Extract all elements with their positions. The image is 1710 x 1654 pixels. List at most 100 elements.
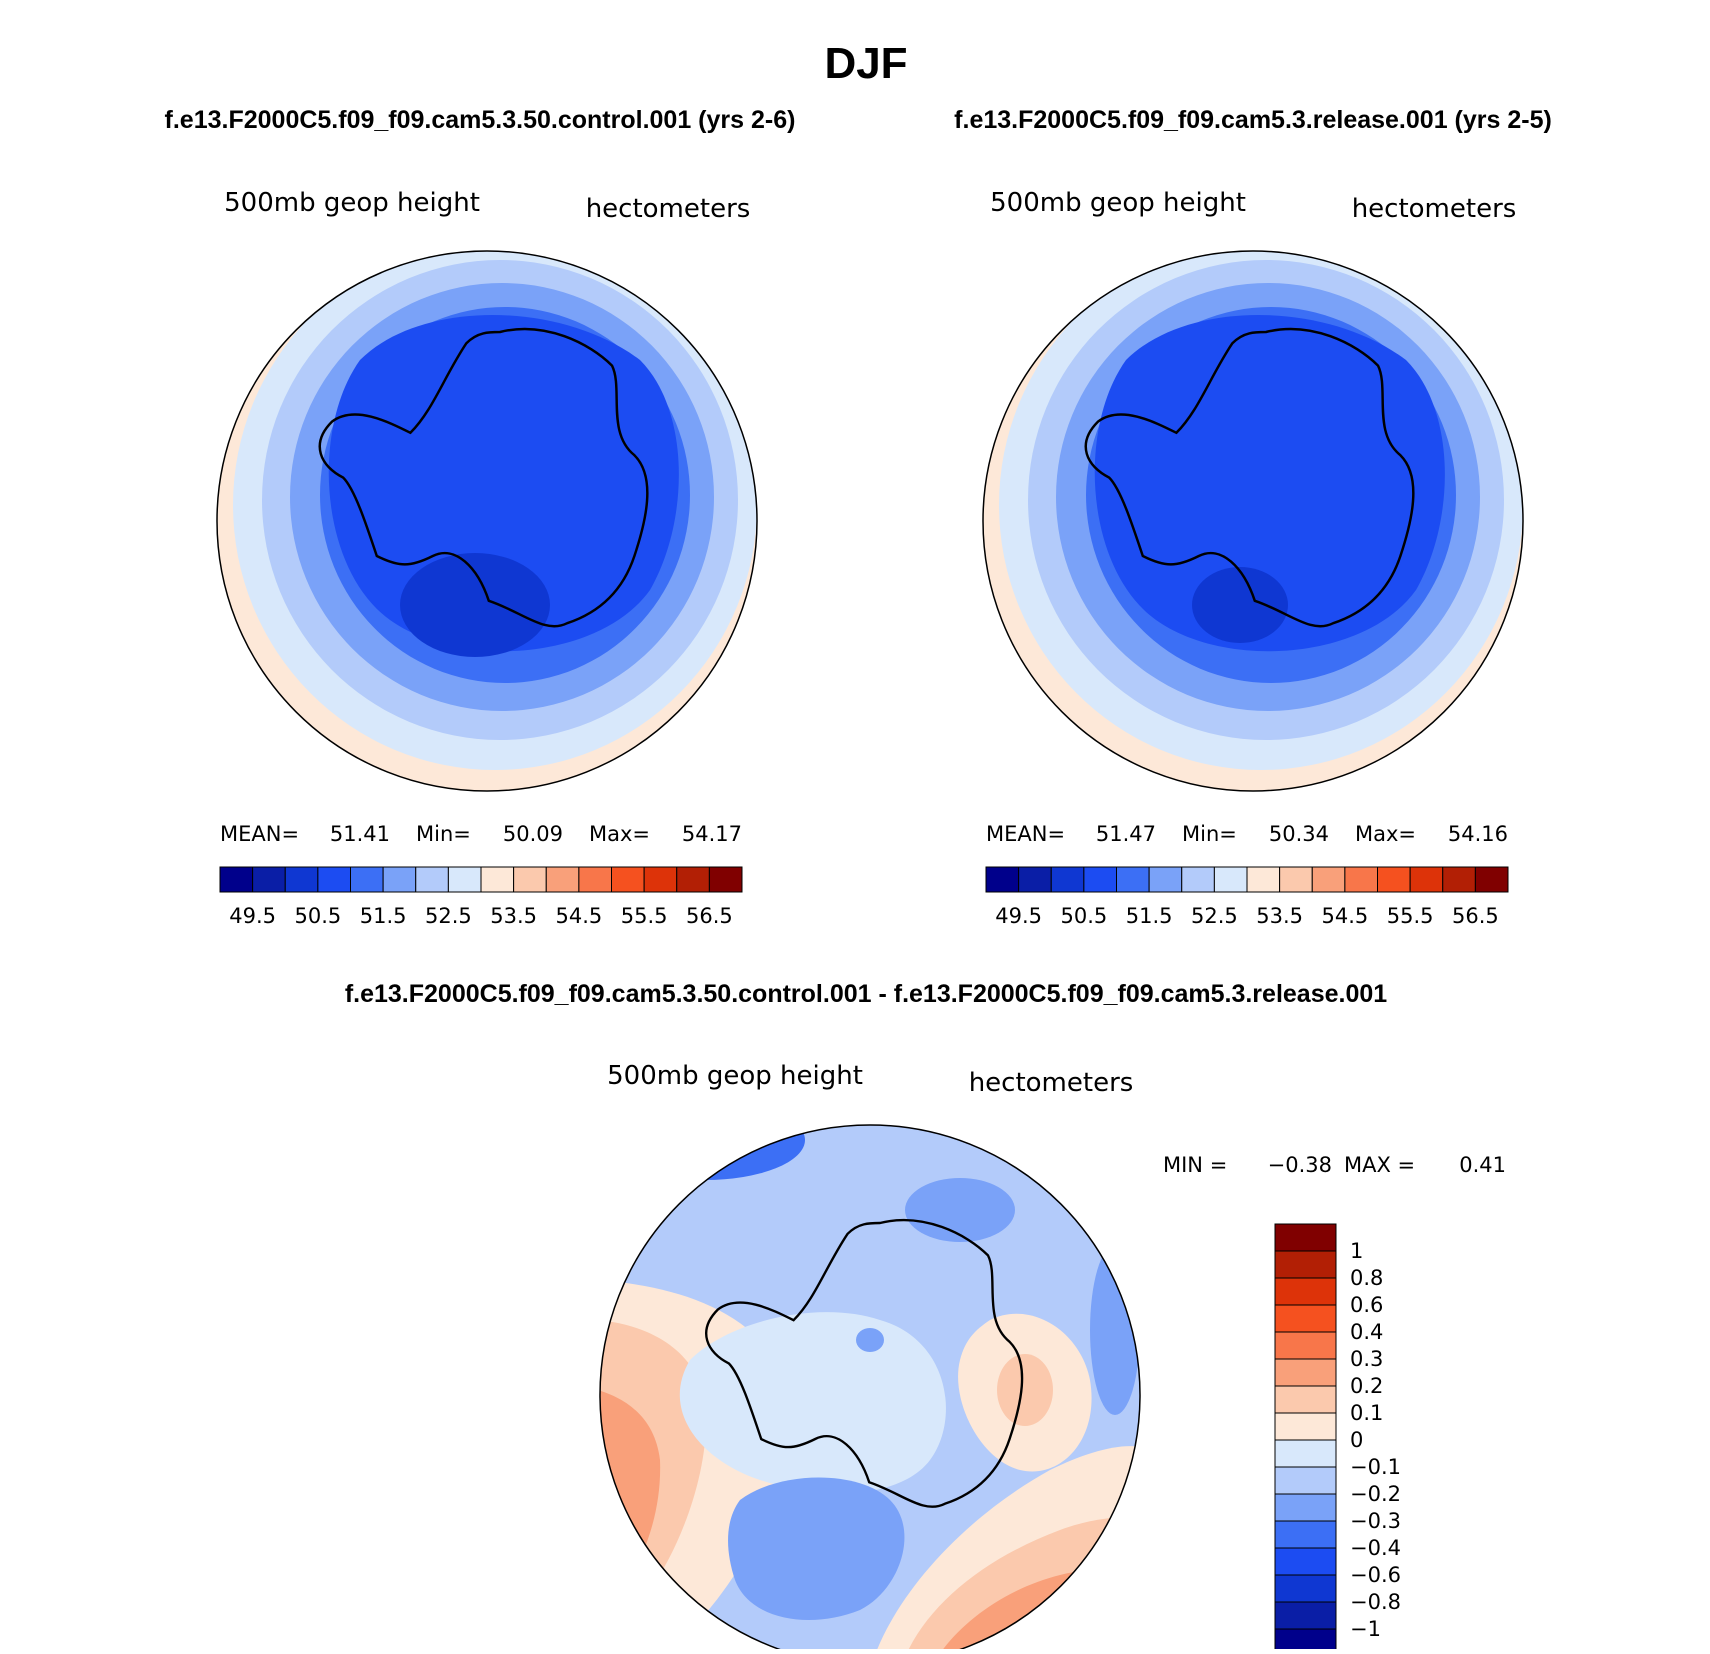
contour-band	[679, 1312, 946, 1494]
colorbar-swatch	[1050, 866, 1085, 893]
contour-band	[728, 1477, 905, 1620]
colorbar-swatch	[1274, 1574, 1337, 1603]
colorbar-swatch	[643, 866, 678, 893]
contour-band	[997, 1354, 1053, 1426]
colorbar-swatch	[676, 866, 710, 893]
colorbar-tick-label: 0.2	[1350, 1374, 1383, 1398]
colorbar-tick-label: 51.5	[360, 904, 407, 928]
colorbar-swatch	[317, 866, 351, 893]
panel-a-map	[216, 250, 758, 792]
colorbar-tick-label: 0.1	[1350, 1401, 1383, 1425]
mean-value: 51.41	[330, 822, 390, 846]
panel-a-right-label: hectometers	[586, 194, 751, 224]
colorbar-tick-label: 0	[1350, 1428, 1363, 1452]
colorbar-swatch	[1274, 1277, 1337, 1306]
contour-band	[856, 1328, 884, 1352]
colorbar-tick-label: 50.5	[1060, 904, 1107, 928]
colorbar-swatch	[611, 866, 645, 893]
panel-b-right-label: hectometers	[1352, 194, 1517, 224]
colorbar-tick-label: −0.4	[1350, 1536, 1401, 1560]
colorbar-swatch	[284, 866, 319, 893]
colorbar-swatch	[1274, 1628, 1337, 1654]
panel-header-difference: f.e13.F2000C5.f09_f09.cam5.3.50.control.…	[345, 980, 1387, 1008]
colorbar-swatch	[252, 866, 286, 893]
colorbar-swatch	[1274, 1331, 1337, 1360]
colorbar-swatch	[350, 866, 384, 893]
colorbar-swatch	[1377, 866, 1411, 893]
colorbar-tick-label: −0.1	[1350, 1455, 1401, 1479]
colorbar-tick-label: 49.5	[995, 904, 1042, 928]
colorbar-swatch	[1083, 866, 1117, 893]
max-label: MAX =	[1344, 1153, 1415, 1177]
max-label: Max=	[1355, 822, 1416, 846]
panel-c-stats: MIN = −0.38 MAX = 0.41	[1163, 1153, 1506, 1177]
colorbar-tick-label: 55.5	[621, 904, 668, 928]
contour-band	[1192, 567, 1288, 643]
colorbar-tick-label: 49.5	[229, 904, 276, 928]
colorbar-tick-label: 0.3	[1350, 1347, 1383, 1371]
colorbar-tick-label: 52.5	[425, 904, 472, 928]
colorbar-swatch	[1274, 1385, 1337, 1414]
contour-band	[400, 553, 550, 657]
panel-header-control: f.e13.F2000C5.f09_f09.cam5.3.50.control.…	[165, 106, 796, 134]
colorbar-swatch	[1018, 866, 1052, 893]
colorbar-tick-label: 53.5	[490, 904, 537, 928]
colorbar-tick-label: 54.5	[555, 904, 602, 928]
min-label: MIN =	[1163, 1153, 1227, 1177]
panel-c-map	[599, 1124, 1141, 1654]
colorbar-swatch	[1148, 866, 1183, 893]
colorbar-swatch	[1474, 866, 1509, 893]
contour-band	[905, 1178, 1015, 1242]
colorbar-swatch	[1442, 866, 1476, 893]
panel-header-release: f.e13.F2000C5.f09_f09.cam5.3.release.001…	[954, 106, 1552, 134]
colorbar-tick-label: 56.5	[686, 904, 733, 928]
colorbar-tick-label: 52.5	[1191, 904, 1238, 928]
colorbar-swatch	[1246, 866, 1281, 893]
max-value: 54.16	[1448, 822, 1508, 846]
colorbar-swatch	[1274, 1223, 1337, 1252]
colorbar-swatch	[1181, 866, 1215, 893]
colorbar-swatch	[545, 866, 580, 893]
colorbar-swatch	[1311, 866, 1346, 893]
colorbar-swatch	[382, 866, 417, 893]
colorbar-swatch	[578, 866, 612, 893]
colorbar-swatch	[1274, 1493, 1337, 1522]
colorbar-tick-label: 51.5	[1126, 904, 1173, 928]
colorbar-swatch	[1274, 1439, 1337, 1468]
colorbar-swatch	[1279, 866, 1313, 893]
colorbar-swatch	[1274, 1547, 1337, 1576]
colorbar-tick-label: 0.6	[1350, 1293, 1383, 1317]
max-label: Max=	[589, 822, 650, 846]
min-value: 50.09	[503, 822, 563, 846]
colorbar-tick-label: 55.5	[1387, 904, 1434, 928]
min-value: −0.38	[1268, 1153, 1332, 1177]
panel-c-left-label: 500mb geop height	[607, 1061, 863, 1091]
colorbar-swatch	[1274, 1466, 1337, 1495]
colorbar-swatch	[708, 866, 743, 893]
mean-value: 51.47	[1096, 822, 1156, 846]
colorbar-tick-label: −1	[1350, 1617, 1381, 1641]
figure-title: DJF	[824, 39, 907, 88]
colorbar-tick-label: 53.5	[1256, 904, 1303, 928]
colorbar-swatch	[1274, 1520, 1337, 1549]
colorbar-release: 49.5 50.5 51.5 52.5 53.5 54.5 55.5 56.5	[985, 866, 1509, 928]
colorbar-tick-label: 56.5	[1452, 904, 1499, 928]
colorbar-swatch	[1116, 866, 1150, 893]
colorbar-tick-label: 0.8	[1350, 1266, 1383, 1290]
contour-band	[1094, 315, 1445, 652]
colorbar-control: 49.5 50.5 51.5 52.5 53.5 54.5 55.5 56.5	[219, 866, 743, 928]
colorbar-swatch	[985, 866, 1020, 893]
contour-band	[328, 315, 679, 652]
colorbar-tick-label: −0.3	[1350, 1509, 1401, 1533]
colorbar-tick-label: 54.5	[1321, 904, 1368, 928]
max-value: 0.41	[1459, 1153, 1506, 1177]
mean-label: MEAN=	[986, 822, 1065, 846]
panel-b-left-label: 500mb geop height	[990, 188, 1246, 218]
colorbar-swatch	[219, 866, 254, 893]
colorbar-swatch	[415, 866, 449, 893]
colorbar-swatch	[1274, 1358, 1337, 1387]
colorbar-swatch	[1409, 866, 1444, 893]
colorbar-swatch	[1274, 1601, 1337, 1630]
contour-band	[605, 1125, 805, 1180]
colorbar-tick-label: −0.2	[1350, 1482, 1401, 1506]
